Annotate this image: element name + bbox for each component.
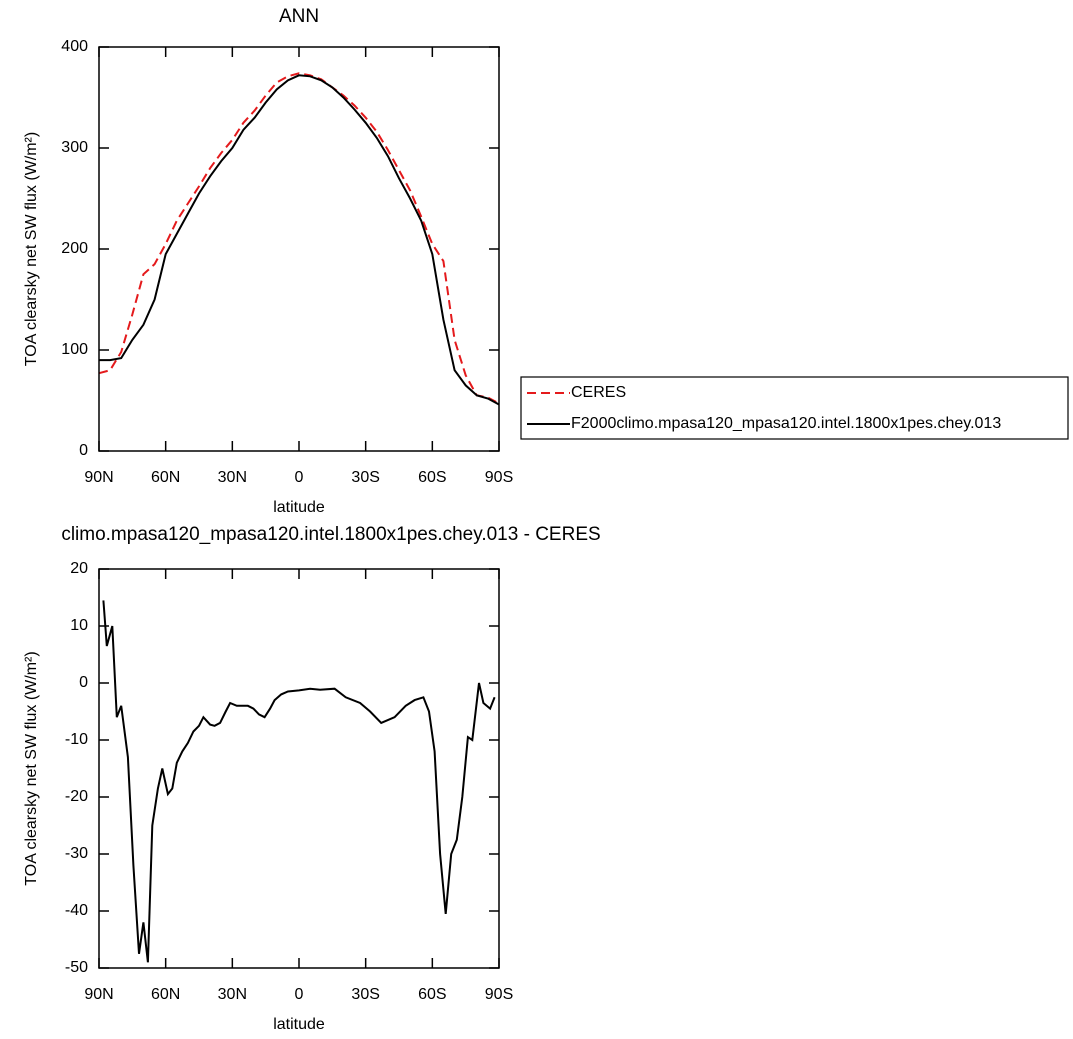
x-tick-label: 90N [84, 469, 113, 486]
y-tick-label: 300 [61, 139, 88, 156]
x-tick-label: 60N [151, 986, 180, 1003]
data-line [99, 74, 500, 406]
y-tick-label: -40 [65, 902, 88, 919]
x-tick-label: 0 [295, 469, 304, 486]
x-tick-label: 60S [418, 986, 446, 1003]
x-tick-label: 30N [218, 469, 247, 486]
chart-title: ANN [279, 6, 319, 27]
data-line [102, 600, 496, 963]
y-tick-label: 20 [70, 560, 88, 577]
y-tick-label: 10 [70, 617, 88, 634]
y-tick-label: -30 [65, 845, 88, 862]
x-tick-label: 90S [485, 986, 513, 1003]
x-tick-label: 60S [418, 469, 446, 486]
y-tick-label: -20 [65, 788, 88, 805]
chart-title: climo.mpasa120_mpasa120.intel.1800x1pes.… [61, 524, 600, 545]
plot-frame [98, 46, 500, 452]
x-tick-label: 90N [84, 986, 113, 1003]
data-line [98, 72, 500, 405]
x-tick-label: 30S [351, 469, 379, 486]
y-tick-label: -50 [65, 959, 88, 976]
x-tick-label: 60N [151, 469, 180, 486]
y-tick-label: 0 [79, 442, 88, 459]
y-tick-label: 100 [61, 341, 88, 358]
x-tick-label: 30S [351, 986, 379, 1003]
x-tick-label: 30N [218, 986, 247, 1003]
y-tick-label: -10 [65, 731, 88, 748]
legend-label: F2000climo.mpasa120_mpasa120.intel.1800x… [571, 415, 1001, 432]
y-tick-label: 200 [61, 240, 88, 257]
x-tick-label: 0 [295, 986, 304, 1003]
y-axis-label: TOA clearsky net SW flux (W/m²) [23, 651, 40, 885]
x-tick-label: 90S [485, 469, 513, 486]
x-axis-label: latitude [273, 499, 325, 516]
legend-label: CERES [571, 384, 626, 401]
x-axis-label: latitude [273, 1016, 325, 1033]
plot-frame [98, 568, 500, 969]
y-axis-label: TOA clearsky net SW flux (W/m²) [23, 132, 40, 366]
legend-box [520, 376, 1069, 440]
y-tick-label: 0 [79, 674, 88, 691]
y-tick-label: 400 [61, 38, 88, 55]
